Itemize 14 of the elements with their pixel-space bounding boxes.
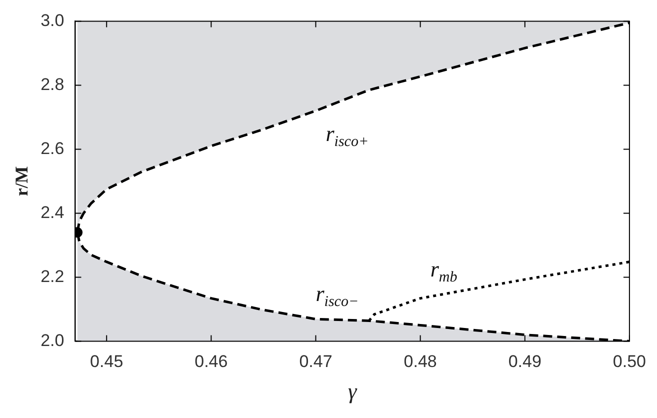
x-tick-label: 0.49 [508, 352, 542, 372]
x-tick-label: 0.50 [612, 352, 646, 372]
x-tick-label: 0.45 [90, 352, 124, 372]
x-tick-label: 0.46 [194, 352, 228, 372]
y-tick-label: 2.4 [40, 202, 64, 222]
y-axis-title: r/M [11, 166, 32, 196]
y-tick-label: 2.6 [40, 138, 64, 158]
x-tick-label: 0.48 [404, 352, 437, 372]
y-tick-label: 2.2 [40, 266, 64, 286]
y-tick-label: 2.0 [40, 330, 64, 350]
x-tick-label: 0.47 [299, 352, 332, 372]
y-tick-label: 3.0 [40, 10, 64, 30]
x-axis-title: γ [348, 378, 358, 404]
y-tick-label: 2.8 [40, 74, 64, 94]
